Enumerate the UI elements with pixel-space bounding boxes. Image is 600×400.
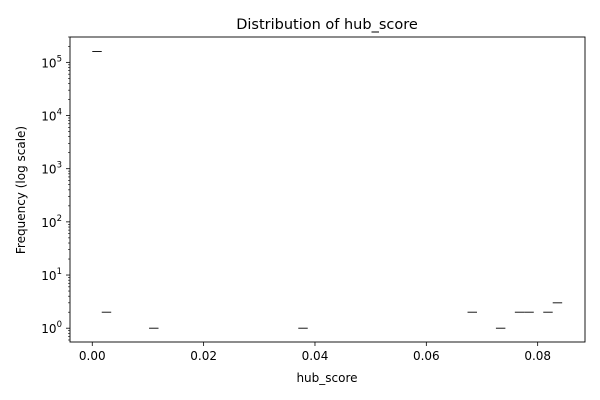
plot-area-frame (69, 36, 586, 343)
y-tick-label: 102 (41, 214, 62, 230)
x-tick-label: 0.06 (413, 349, 440, 363)
chart-title: Distribution of hub_score (236, 17, 418, 33)
y-tick-label: 101 (41, 267, 62, 283)
y-tick-label-base: 10 (41, 269, 56, 283)
y-tick-label: 100 (41, 320, 62, 336)
y-axis-label: Frequency (log scale) (14, 126, 28, 254)
y-tick-label-base: 10 (41, 216, 56, 230)
x-tick-label: 0.08 (524, 349, 551, 363)
y-tick-label-base: 10 (41, 110, 56, 124)
y-tick-label-base: 10 (41, 322, 56, 336)
x-tick-label: 0.02 (190, 349, 217, 363)
y-tick-label-exponent: 5 (57, 54, 62, 64)
y-tick-label-exponent: 4 (57, 108, 62, 118)
x-axis-ticks: 0.00 0.02 0.04 0.06 0.08 (79, 342, 551, 363)
x-axis-label: hub_score (296, 371, 357, 385)
y-tick-label-exponent: 0 (57, 320, 62, 330)
y-tick-label: 105 (41, 54, 62, 70)
y-tick-label-exponent: 1 (57, 267, 62, 277)
y-tick-label-base: 10 (41, 163, 56, 177)
y-tick-label: 104 (41, 108, 62, 124)
y-tick-label: 103 (41, 161, 62, 177)
x-tick-label: 0.04 (302, 349, 329, 363)
x-tick-label: 0.00 (79, 349, 106, 363)
y-tick-label-exponent: 2 (57, 214, 62, 224)
bars-layer (92, 51, 563, 329)
y-tick-label-exponent: 3 (57, 161, 62, 171)
y-tick-label-base: 10 (41, 56, 56, 70)
